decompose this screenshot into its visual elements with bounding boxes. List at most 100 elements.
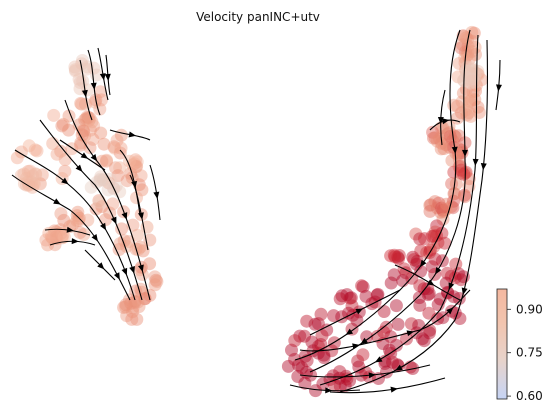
cell-point [465,63,479,77]
velocity-arrowhead [121,267,128,276]
cell-point [387,248,401,262]
cell-point [25,180,39,194]
cell-point [311,317,325,331]
cell-point [396,274,410,288]
cell-point [447,165,461,179]
cell-point [454,163,468,177]
cell-point [384,330,398,344]
cell-point [464,93,478,107]
velocity-arrowhead [472,158,479,166]
cell-point [414,264,428,278]
velocity-streamline [299,289,471,352]
velocity-arrowhead [355,308,364,315]
cell-point [71,205,85,219]
cell-point [50,147,64,161]
cell-point [384,276,398,290]
cell-point [465,45,479,58]
velocity-arrowhead [446,307,454,315]
cell-point [117,234,131,248]
cell-point [392,252,405,266]
cell-point [428,195,442,209]
cell-point [460,48,474,62]
cell-point [308,317,322,331]
cell-point [465,72,479,86]
cell-point [87,119,101,133]
cell-point [75,128,89,142]
cell-point [454,273,468,287]
cell-point [455,95,469,109]
cell-point [431,236,445,250]
cell-point [443,140,457,154]
cell-point [30,144,44,158]
cell-point [464,109,478,123]
cell-point [340,288,354,302]
cell-point [406,250,420,264]
cell-point [89,202,103,216]
cell-point [462,106,476,120]
cell-point [459,103,473,117]
velocity-arrowhead [81,89,88,98]
cell-point [459,64,473,78]
velocity-arrowhead [345,328,354,336]
velocity-streamline [14,149,136,301]
cell-point [54,226,68,240]
cell-point [443,129,457,143]
cell-point [470,67,484,81]
cell-point [355,279,369,293]
cell-point [425,229,439,243]
cell-point [440,266,454,280]
cell-point [75,54,89,67]
cell-point [29,167,42,181]
cell-point [92,194,106,208]
cell-point [138,292,152,306]
cell-point [77,124,91,138]
velocity-streamline [149,164,161,221]
right-cluster-points [281,25,488,398]
cell-point [128,294,142,308]
cell-point [415,332,429,346]
velocity-arrowhead [368,372,376,379]
cell-point [115,222,129,236]
cell-point [292,358,305,372]
cell-point [113,161,127,175]
velocity-arrowhead [406,330,415,337]
cell-point [47,108,61,122]
cell-point [435,254,449,268]
cell-point [57,213,71,227]
cell-point [461,45,475,59]
cell-point [432,196,446,210]
colorbar-tick-label: 0.75 [516,346,543,360]
cell-point [281,359,295,373]
cell-point [106,197,120,211]
cell-point [427,131,440,145]
cell-point [75,57,89,71]
cell-point [295,361,309,375]
cell-point [460,66,473,80]
cell-point [110,133,124,147]
cell-point [463,69,477,83]
velocity-arrowhead [53,198,61,205]
velocity-streamline [309,29,471,373]
cell-point [33,177,47,191]
cell-point [444,200,458,213]
cell-point [119,298,133,312]
cell-point [420,246,434,260]
velocity-arrowhead [66,226,74,233]
cell-point [452,292,466,305]
cell-point [388,250,402,264]
cell-point [291,370,305,383]
cell-point [21,175,35,189]
cell-point [436,121,450,135]
cell-point [450,111,464,125]
cell-point [109,161,122,175]
cell-point [417,334,431,348]
cell-point [124,167,138,180]
cell-point [454,106,468,120]
cell-point [54,144,68,158]
cell-point [333,379,347,393]
cell-point [120,309,134,323]
velocity-streamlines [11,29,502,394]
cell-point [14,168,28,182]
velocity-arrowhead [461,149,468,157]
cell-point [93,85,107,99]
